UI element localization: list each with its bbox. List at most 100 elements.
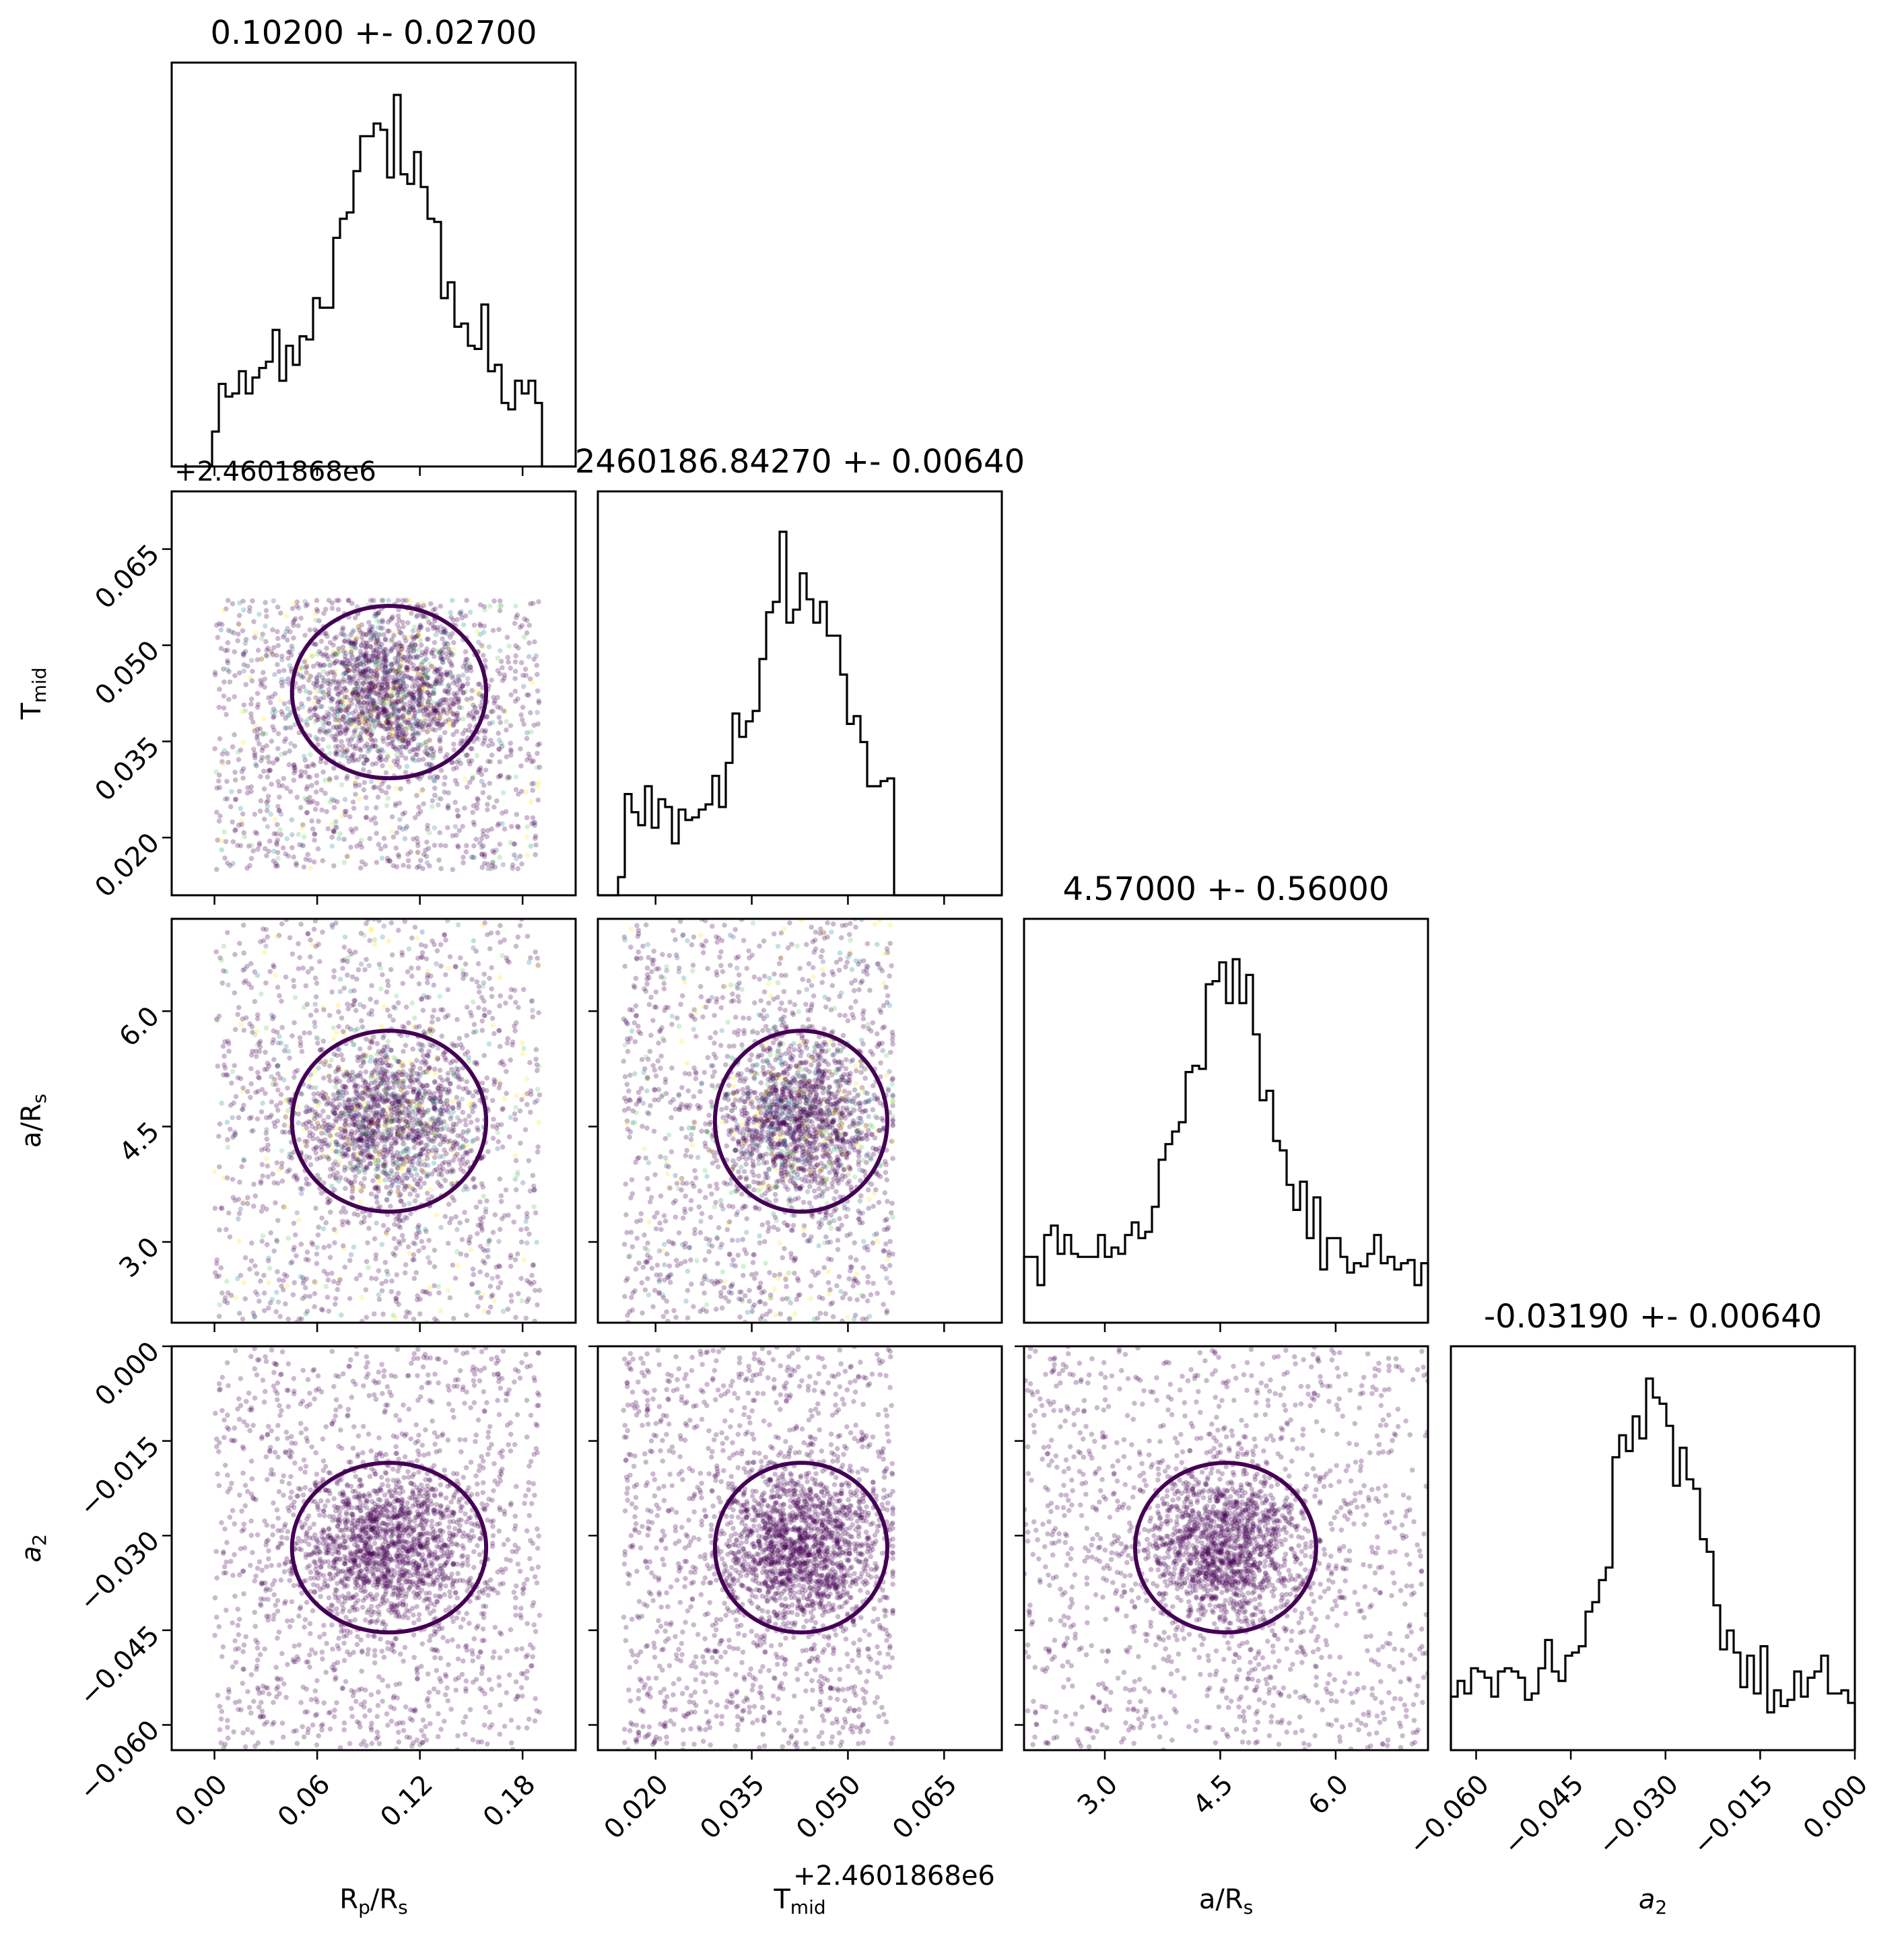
scatter-point bbox=[401, 690, 407, 696]
scatter-point bbox=[435, 1116, 441, 1121]
scatter-point bbox=[370, 717, 376, 723]
scatter-point bbox=[358, 1200, 364, 1205]
scatter-point bbox=[382, 1074, 388, 1079]
scatter-point bbox=[430, 1028, 436, 1033]
scatter-point bbox=[370, 1138, 375, 1144]
scatter-point bbox=[364, 674, 370, 679]
scatter-point bbox=[222, 1065, 228, 1071]
scatter-point bbox=[390, 1251, 396, 1256]
scatter-point bbox=[450, 1105, 456, 1111]
scatter-point bbox=[367, 723, 372, 729]
scatter-point bbox=[302, 1138, 308, 1144]
scatter-point bbox=[334, 598, 339, 603]
scatter-point bbox=[429, 745, 435, 751]
scatter-point bbox=[366, 659, 372, 665]
scatter-point bbox=[355, 1057, 361, 1064]
scatter-point bbox=[531, 1204, 537, 1210]
scatter-point bbox=[362, 1214, 368, 1220]
scatter-point bbox=[395, 683, 401, 689]
scatter-point bbox=[456, 716, 461, 722]
scatter-point bbox=[433, 707, 438, 713]
scatter-point bbox=[433, 681, 438, 687]
scatter-point bbox=[393, 656, 398, 662]
scatter-point bbox=[374, 637, 380, 644]
scatter-point bbox=[330, 679, 335, 685]
scatter-point bbox=[376, 1115, 382, 1121]
scatter-point bbox=[313, 1206, 318, 1211]
scatter-point bbox=[438, 1074, 443, 1080]
scatter-point bbox=[297, 1035, 303, 1041]
scatter-point bbox=[442, 630, 448, 635]
scatter-point bbox=[491, 700, 497, 706]
scatter-point bbox=[307, 794, 312, 800]
scatter-point bbox=[369, 702, 374, 707]
scatter-point bbox=[285, 1316, 291, 1322]
scatter-point bbox=[244, 866, 250, 871]
scatter-point bbox=[306, 1181, 312, 1187]
scatter-point bbox=[470, 854, 476, 860]
scatter-point bbox=[352, 1119, 358, 1125]
scatter-point bbox=[376, 1049, 382, 1054]
scatter-point bbox=[281, 668, 287, 673]
scatter-point bbox=[349, 677, 354, 683]
scatter-point bbox=[413, 720, 418, 726]
scatter-point bbox=[368, 1054, 374, 1060]
scatter-point bbox=[376, 692, 381, 697]
scatter-point bbox=[416, 1090, 422, 1097]
scatter-point bbox=[273, 863, 279, 869]
scatter-point bbox=[408, 675, 413, 681]
scatter-point bbox=[244, 963, 250, 969]
scatter-point bbox=[332, 636, 337, 641]
scatter-point bbox=[535, 1068, 540, 1074]
scatter-point bbox=[253, 1048, 259, 1054]
scatter-point bbox=[401, 654, 407, 660]
scatter-point bbox=[440, 1125, 446, 1131]
scatter-point bbox=[373, 821, 378, 826]
scatter-point bbox=[408, 849, 413, 855]
scatter-point bbox=[351, 695, 357, 701]
scatter-point bbox=[358, 652, 364, 658]
scatter-point bbox=[446, 646, 452, 652]
scatter-point bbox=[419, 1107, 425, 1112]
scatter-point bbox=[353, 1082, 359, 1088]
scatter-point bbox=[498, 939, 503, 945]
scatter-point bbox=[259, 1147, 265, 1153]
scatter-point bbox=[372, 683, 378, 689]
scatter-point bbox=[437, 666, 443, 672]
scatter-point bbox=[431, 705, 437, 711]
scatter-point bbox=[434, 681, 439, 687]
scatter-point bbox=[239, 1164, 244, 1169]
scatter-point bbox=[431, 1096, 436, 1101]
scatter-point bbox=[464, 697, 470, 702]
scatter-point bbox=[371, 1074, 377, 1080]
scatter-point bbox=[461, 690, 467, 695]
scatter-point bbox=[356, 1105, 362, 1111]
scatter-point bbox=[452, 824, 458, 829]
scatter-point bbox=[346, 1122, 352, 1128]
scatter-point bbox=[345, 710, 351, 716]
scatter-point bbox=[416, 730, 421, 736]
scatter-point bbox=[316, 716, 322, 722]
scatter-point bbox=[385, 1148, 390, 1154]
scatter-point bbox=[508, 723, 514, 728]
scatter-point bbox=[350, 1115, 356, 1121]
scatter-point bbox=[390, 681, 396, 687]
scatter-point bbox=[388, 1141, 395, 1146]
scatter-point bbox=[380, 705, 386, 710]
scatter-point bbox=[337, 706, 343, 712]
scatter-point bbox=[471, 803, 477, 808]
scatter-point bbox=[267, 1300, 273, 1306]
scatter-point bbox=[237, 1179, 242, 1185]
scatter-point bbox=[524, 934, 531, 939]
scatter-point bbox=[447, 1295, 453, 1301]
scatter-point bbox=[395, 716, 401, 721]
scatter-point bbox=[510, 1039, 516, 1045]
scatter-point bbox=[325, 1100, 331, 1106]
scatter-point bbox=[418, 664, 424, 670]
scatter-point bbox=[496, 730, 501, 736]
scatter-point bbox=[364, 667, 369, 672]
scatter-point bbox=[444, 1123, 450, 1129]
scatter-point bbox=[487, 721, 492, 726]
scatter-point bbox=[264, 1242, 270, 1247]
scatter-point bbox=[344, 727, 350, 732]
